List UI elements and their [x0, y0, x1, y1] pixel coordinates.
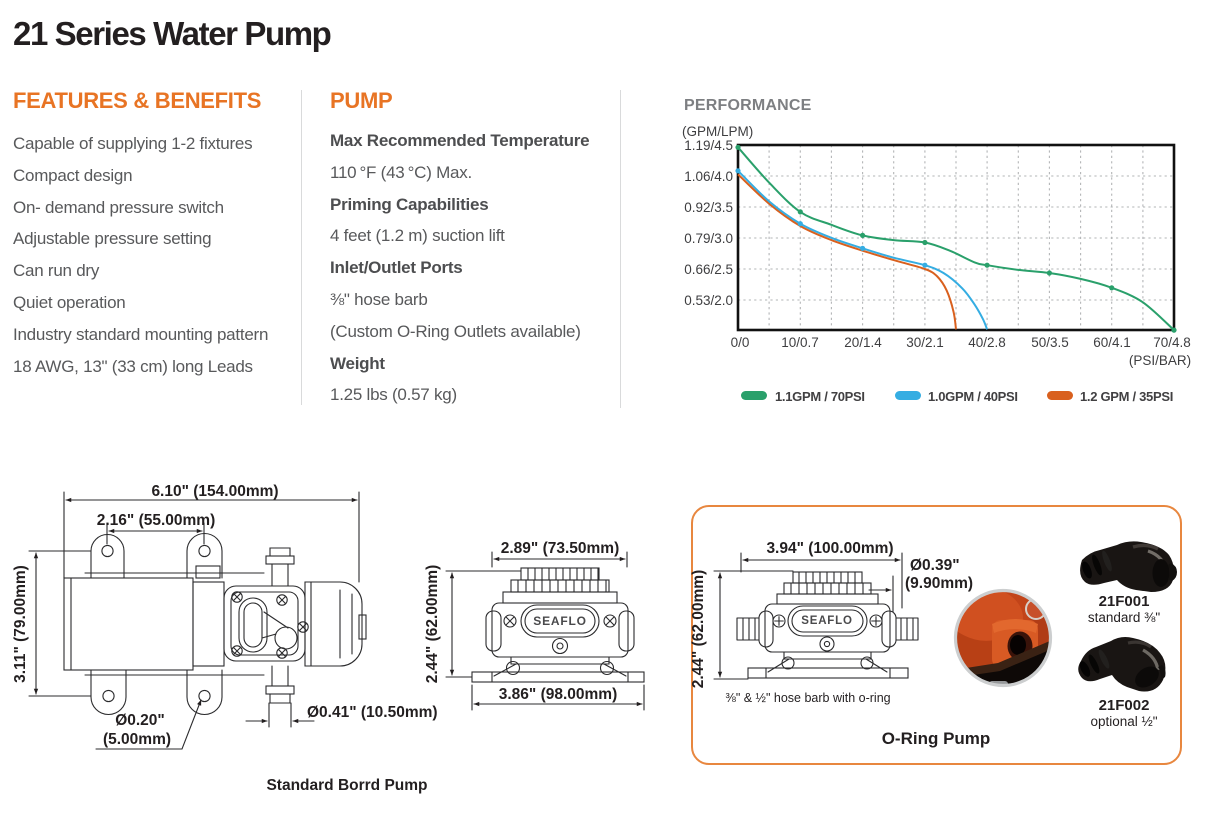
svg-text:SEAFLO: SEAFLO	[533, 614, 586, 628]
svg-text:3.86" (98.00mm): 3.86" (98.00mm)	[499, 686, 618, 703]
svg-text:(PSI/BAR): (PSI/BAR)	[1129, 353, 1191, 368]
svg-text:1.2 GPM / 35PSI: 1.2 GPM / 35PSI	[1080, 389, 1173, 404]
svg-text:2.44" (62.00mm): 2.44" (62.00mm)	[424, 565, 441, 684]
svg-text:3.94" (100.00mm): 3.94" (100.00mm)	[766, 540, 893, 557]
svg-text:0.53/2.0: 0.53/2.0	[684, 293, 733, 308]
svg-text:SEAFLO: SEAFLO	[801, 615, 852, 627]
svg-text:standard ⅜": standard ⅜"	[1088, 610, 1161, 625]
svg-text:⅜" & ½" hose barb with o-ring: ⅜" & ½" hose barb with o-ring	[725, 691, 890, 705]
svg-text:70/4.8: 70/4.8	[1153, 335, 1191, 350]
svg-text:50/3.5: 50/3.5	[1031, 335, 1069, 350]
svg-text:2.44" (62.00mm): 2.44" (62.00mm)	[690, 570, 707, 689]
svg-text:0.79/3.0: 0.79/3.0	[684, 231, 733, 246]
svg-text:0.66/2.5: 0.66/2.5	[684, 262, 733, 277]
svg-text:30/2.1: 30/2.1	[906, 335, 944, 350]
svg-text:optional ½": optional ½"	[1090, 714, 1157, 729]
svg-text:1.0GPM / 40PSI: 1.0GPM / 40PSI	[928, 389, 1018, 404]
svg-text:60/4.1: 60/4.1	[1093, 335, 1131, 350]
svg-text:1.06/4.0: 1.06/4.0	[684, 169, 733, 184]
svg-text:O-Ring Pump: O-Ring Pump	[882, 729, 991, 748]
svg-text:Ø0.41" (10.50mm): Ø0.41" (10.50mm)	[307, 704, 438, 721]
svg-text:10/0.7: 10/0.7	[781, 335, 819, 350]
svg-text:(9.90mm): (9.90mm)	[905, 575, 973, 592]
svg-text:Ø0.20": Ø0.20"	[115, 712, 165, 729]
svg-text:(GPM/LPM): (GPM/LPM)	[682, 124, 753, 139]
svg-text:40/2.8: 40/2.8	[968, 335, 1006, 350]
svg-text:6.10" (154.00mm): 6.10" (154.00mm)	[151, 483, 278, 500]
svg-text:0.92/3.5: 0.92/3.5	[684, 200, 733, 215]
svg-text:2.89" (73.50mm): 2.89" (73.50mm)	[501, 540, 620, 557]
svg-text:1.19/4.5: 1.19/4.5	[684, 138, 733, 153]
svg-text:Ø0.39": Ø0.39"	[910, 557, 960, 574]
svg-text:1.1GPM / 70PSI: 1.1GPM / 70PSI	[775, 389, 865, 404]
svg-text:3.11" (79.00mm): 3.11" (79.00mm)	[12, 565, 29, 683]
svg-text:Standard Borrd Pump: Standard Borrd Pump	[266, 777, 427, 794]
svg-text:20/1.4: 20/1.4	[844, 335, 882, 350]
svg-text:2.16" (55.00mm): 2.16" (55.00mm)	[97, 512, 216, 529]
svg-text:(5.00mm): (5.00mm)	[103, 731, 171, 748]
svg-text:21F001: 21F001	[1099, 593, 1150, 610]
svg-text:21F002: 21F002	[1099, 697, 1150, 714]
svg-text:0/0: 0/0	[731, 335, 750, 350]
svg-text:PERFORMANCE: PERFORMANCE	[684, 97, 812, 114]
